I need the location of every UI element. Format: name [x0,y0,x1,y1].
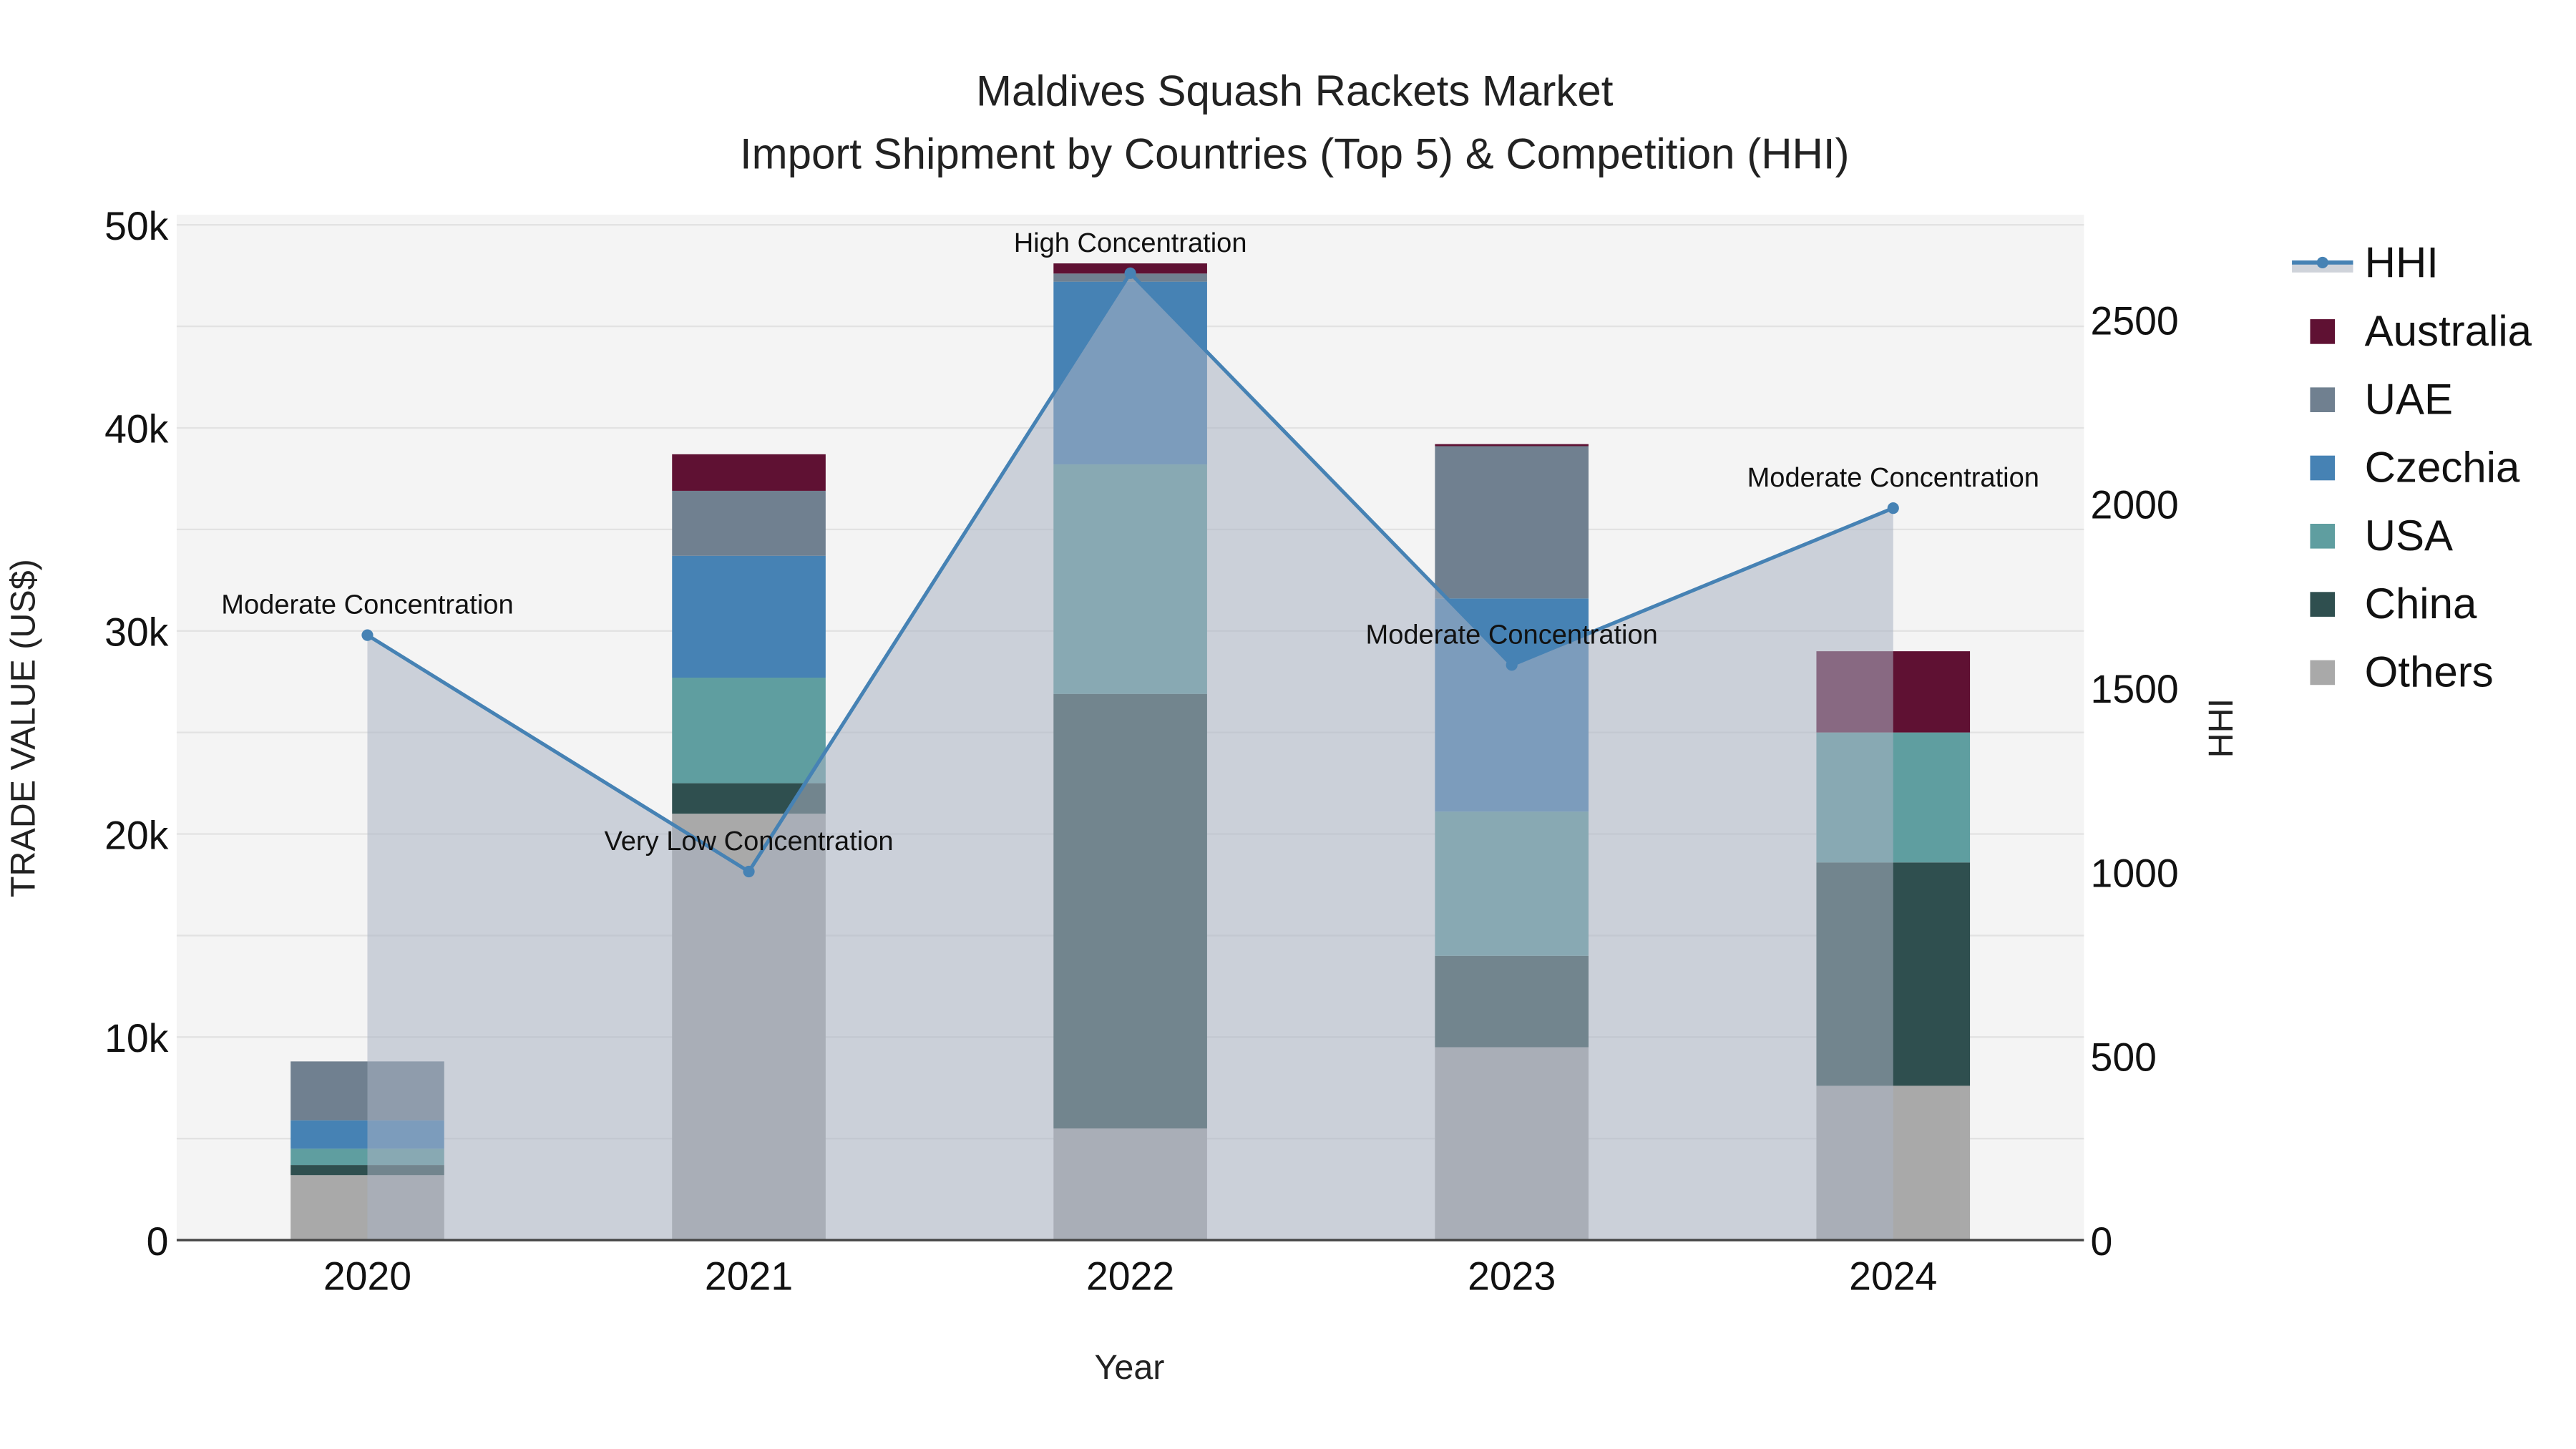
hhi-point-2024 [1887,502,1899,514]
hhi-annotation: High Concentration [1014,228,1247,258]
y-tick-label: 50k [104,204,169,248]
hhi-area [367,273,1893,1241]
x-tick-label: 2023 [1468,1254,1556,1298]
y-axis-ticks: 0 10k 20k 30k 40k 50k [104,204,169,1264]
bar-usa-2021 [672,678,826,784]
legend-swatch-china [2310,592,2336,617]
y2-tick-label: 2500 [2091,298,2179,343]
x-tick-label: 2021 [705,1254,793,1298]
y-tick-label: 40k [104,407,169,452]
hhi-point-2023 [1506,659,1518,671]
legend-label: Australia [2365,307,2532,355]
hhi-annotation: Moderate Concentration [221,590,513,620]
legend-label: HHI [2365,239,2439,287]
legend-swatch-australia [2310,319,2336,344]
legend-label: Others [2365,648,2494,696]
hhi-annotation: Very Low Concentration [604,826,893,857]
legend-swatch-others [2310,660,2336,686]
x-axis-label: Year [1095,1348,1165,1387]
y-tick-label: 10k [104,1016,169,1060]
hhi-point-2022 [1124,267,1136,279]
legend-label: UAE [2365,375,2453,423]
x-tick-label: 2020 [323,1254,411,1298]
y2-tick-label: 2000 [2091,483,2179,527]
bar-uae-2021 [672,490,826,556]
bar-czechia-2021 [672,555,826,678]
chart-title: Maldives Squash Rackets Market [976,67,1614,115]
bar-australia-2023 [1435,444,1589,447]
y2-tick-label: 1000 [2091,851,2179,895]
y2-tick-label: 500 [2091,1035,2157,1080]
bar-australia-2021 [672,454,826,491]
legend: HHI Australia UAE Czechia USA China Others [2292,239,2532,696]
x-axis-ticks: 2020 2021 2022 2023 2024 [323,1254,1938,1298]
legend-label: Czechia [2365,444,2520,492]
y-axis-label: TRADE VALUE (US$) [4,559,42,897]
hhi-point-2021 [743,865,755,878]
legend-swatch-usa [2310,524,2336,549]
hhi-point-2020 [361,629,374,641]
hhi-annotation: Moderate Concentration [1747,463,2039,493]
y-tick-label: 30k [104,610,169,655]
y-tick-label: 0 [147,1219,169,1264]
bar-uae-2023 [1435,446,1589,599]
y2-axis-label: HHI [2202,698,2240,758]
legend-hhi-marker [2316,256,2328,268]
y2-tick-label: 0 [2091,1219,2113,1264]
legend-label: USA [2365,512,2453,560]
chart-subtitle: Import Shipment by Countries (Top 5) & C… [740,130,1850,177]
y2-tick-label: 1500 [2091,667,2179,711]
hhi-line: Moderate Concentration Very Low Concentra… [221,228,2039,878]
x-tick-label: 2022 [1086,1254,1174,1298]
x-tick-label: 2024 [1849,1254,1937,1298]
legend-swatch-czechia [2310,455,2336,481]
legend-label: China [2365,580,2477,628]
legend-swatch-uae [2310,387,2336,412]
hhi-area-fill [367,273,1893,1241]
hhi-annotation: Moderate Concentration [1366,620,1658,650]
y-tick-label: 20k [104,813,169,857]
y2-axis-ticks: 0 500 1000 1500 2000 2500 [2091,298,2179,1263]
